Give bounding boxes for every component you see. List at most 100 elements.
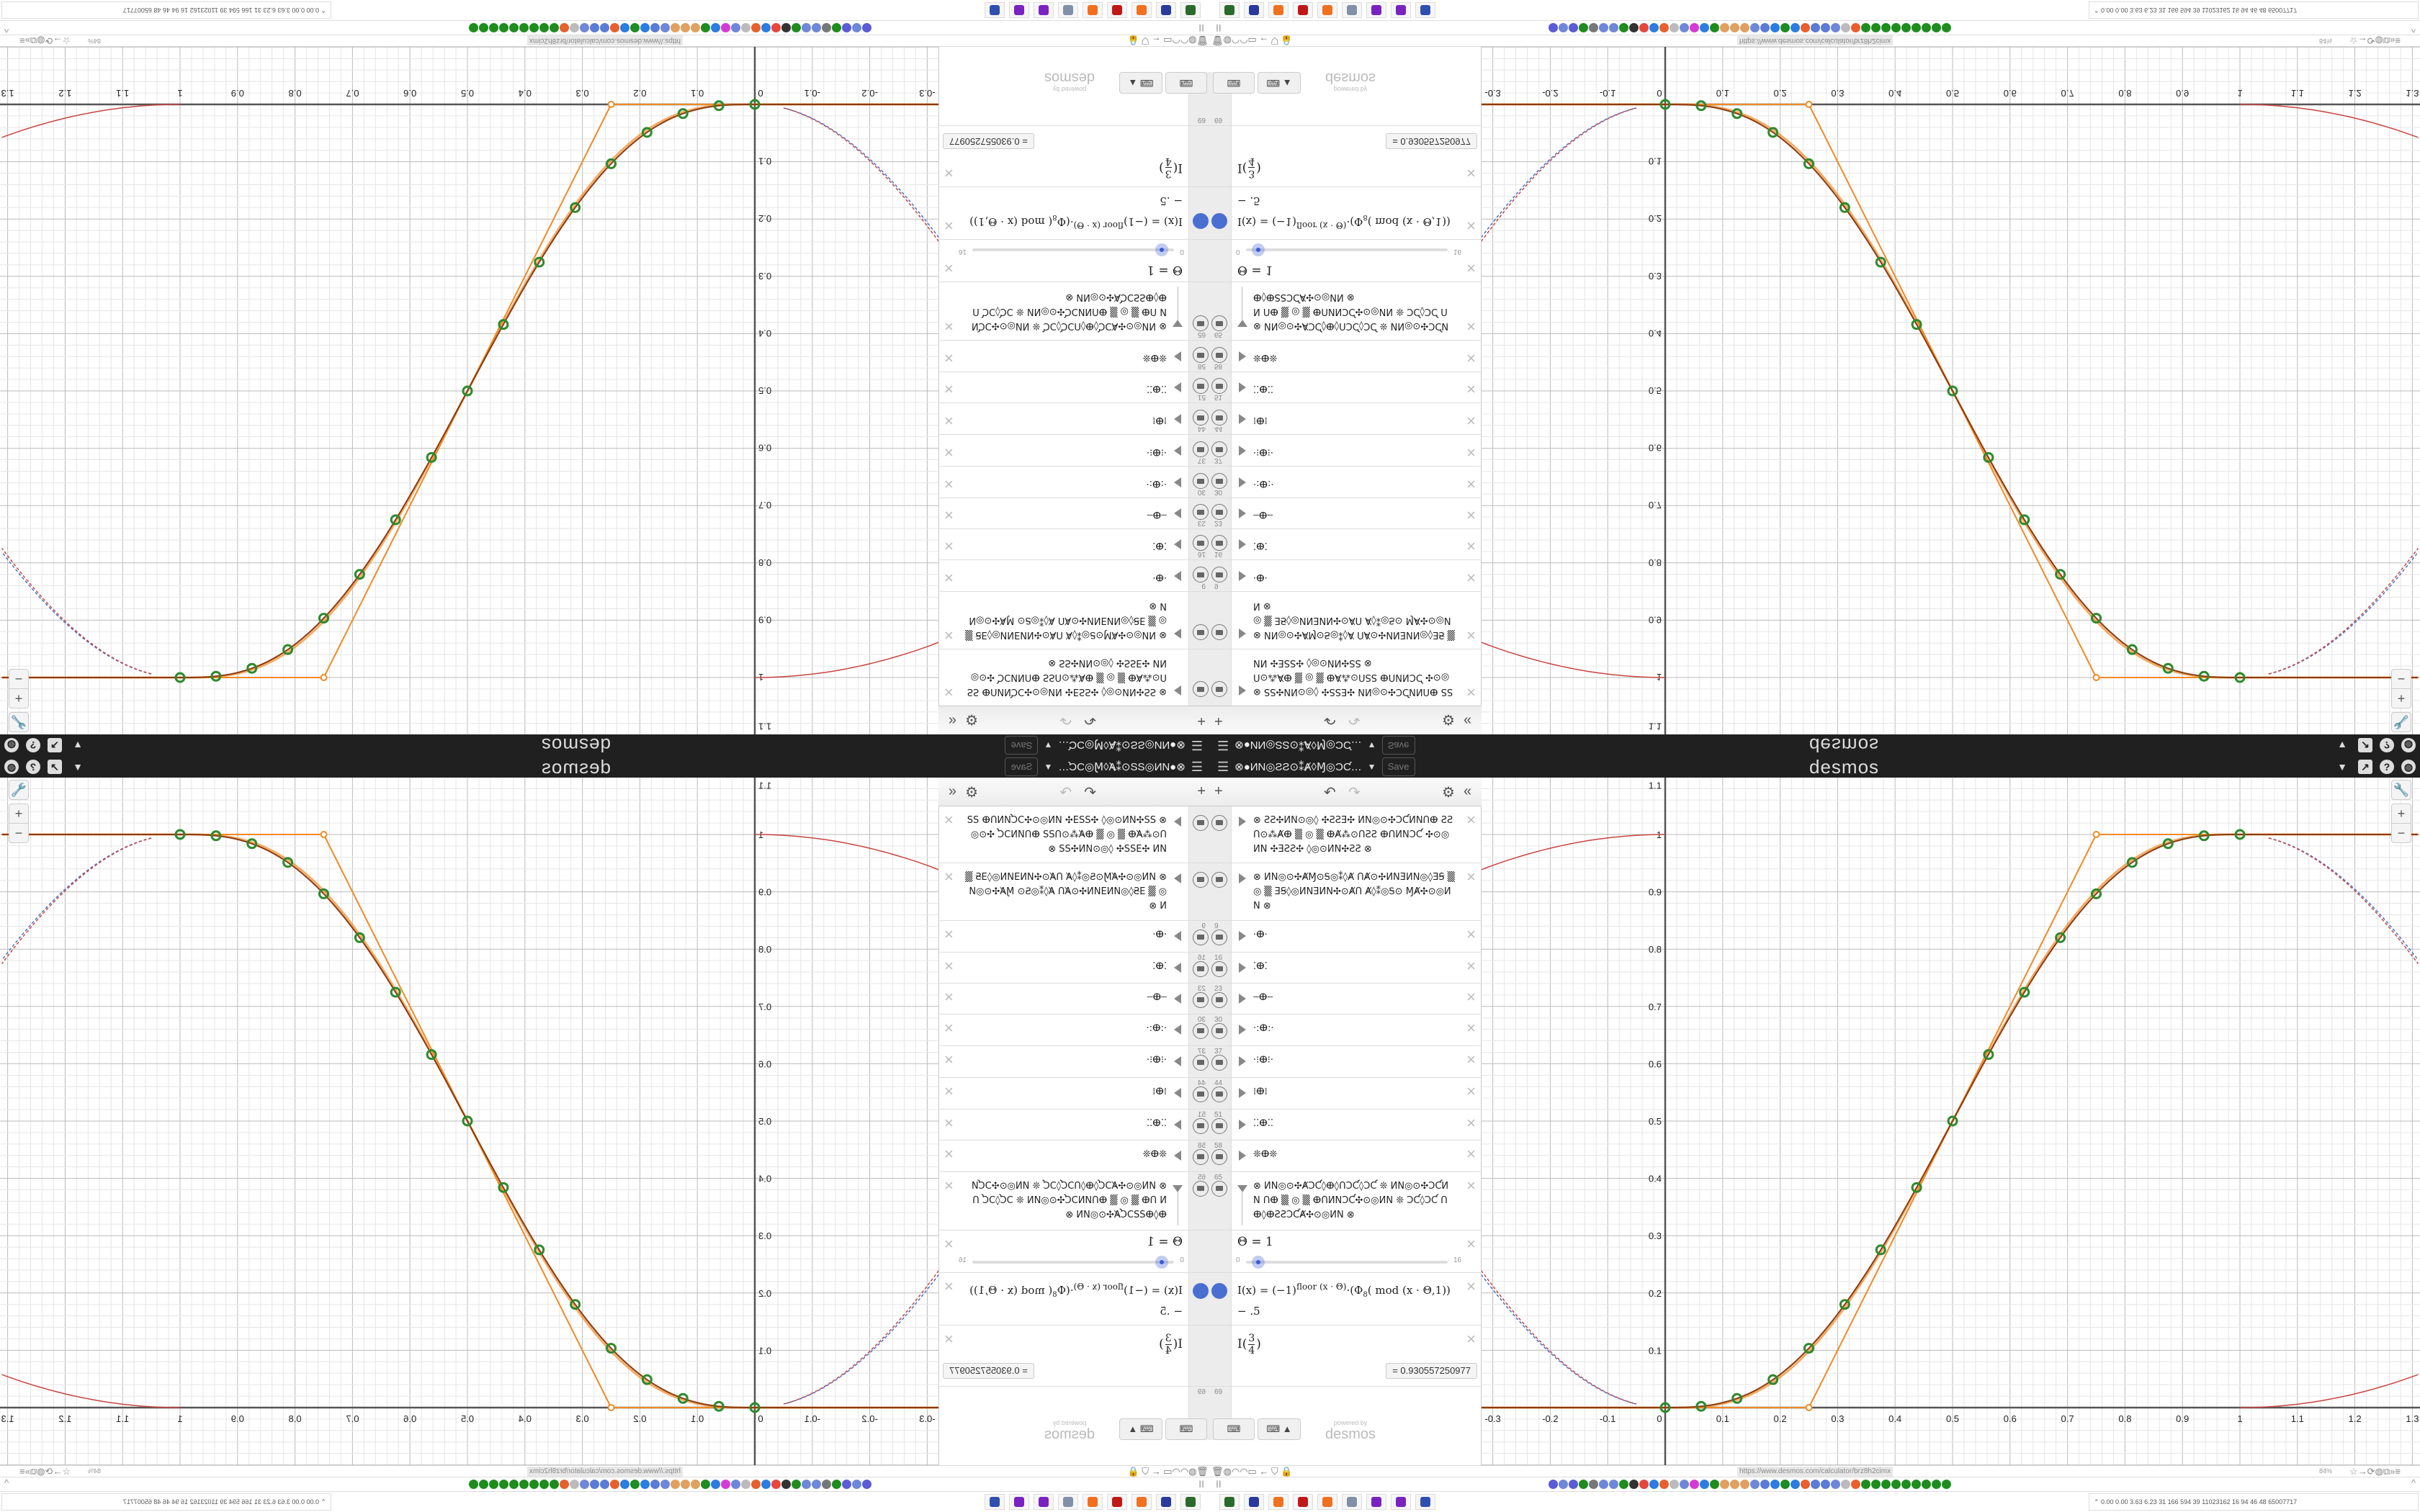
- expression-folder[interactable]: 23 ┄ⴲ┄ ×: [1210, 498, 1482, 528]
- function-row[interactable]: I(x) = (−1)floor (x · Θ)·(Φ8( mod (x · Θ…: [938, 186, 1210, 239]
- folder-icon[interactable]: [1193, 378, 1209, 394]
- bookmark-icon[interactable]: [781, 23, 791, 32]
- expression-folder[interactable]: 65 ⊗ ИN◎⊙✣ȺƆƇ◊ⴲ◊ՈƆƇ◊ƆƇ ❊ ИN◎⊙✣ƆƇИN Ոⴲ ▒ ◎…: [938, 282, 1210, 340]
- bookmark-icon[interactable]: [1932, 23, 1941, 32]
- folder-icon[interactable]: [1193, 872, 1209, 888]
- bookmark-icon[interactable]: [479, 23, 488, 32]
- bookmark-icon[interactable]: [1891, 1480, 1901, 1489]
- folder-icon[interactable]: [1193, 504, 1209, 520]
- delete-expression-icon[interactable]: ×: [944, 1277, 954, 1295]
- folder-icon[interactable]: [1193, 315, 1209, 331]
- bookmark-icon[interactable]: [751, 1480, 761, 1489]
- bookmark-icon[interactable]: [1659, 23, 1669, 32]
- delete-expression-icon[interactable]: ×: [1466, 380, 1476, 398]
- bookmark-icon[interactable]: [650, 1480, 660, 1489]
- firefox-icon[interactable]: [1083, 1494, 1103, 1510]
- floppy-64-icon[interactable]: [1244, 2, 1264, 18]
- folder-title[interactable]: ⁚⁚ⴲ⁚⁚: [1253, 1118, 1274, 1129]
- bookmark-icon[interactable]: [751, 23, 761, 32]
- bookmark-icon[interactable]: [560, 23, 569, 32]
- bookmark-icon[interactable]: [691, 1480, 700, 1489]
- bookmark-icon[interactable]: [1912, 1480, 1921, 1489]
- bookmark-icon[interactable]: [529, 23, 539, 32]
- bookmark-icon[interactable]: [1589, 23, 1598, 32]
- folder-icon[interactable]: [1193, 961, 1209, 977]
- bookmark-icon[interactable]: [1851, 23, 1860, 32]
- delete-expression-icon[interactable]: ×: [944, 1176, 954, 1194]
- pause-icon[interactable]: II: [1198, 22, 1204, 34]
- add-expression-button[interactable]: +: [1197, 713, 1206, 729]
- graph-color-icon[interactable]: [1211, 1283, 1227, 1299]
- bookmark-icon[interactable]: [1619, 23, 1628, 32]
- expression-folder[interactable]: 30 ·:ⴲ:· ×: [938, 466, 1210, 498]
- function-definition[interactable]: I(x) = (−1)floor (x · Θ)·(Φ8( mod (x · Θ…: [1237, 194, 1451, 230]
- folder-icon[interactable]: [1193, 1086, 1209, 1102]
- caret-right-icon[interactable]: [1174, 477, 1181, 487]
- settings-gear-icon[interactable]: ⚙: [1442, 711, 1455, 727]
- bookmark-icon[interactable]: [1922, 1480, 1931, 1489]
- function-definition[interactable]: I(x) = (−1)floor (x · Θ)·(Φ8( mod (x · Θ…: [1237, 1282, 1451, 1318]
- collapse-list-button[interactable]: «: [1464, 713, 1472, 729]
- bookmark-icon[interactable]: [640, 23, 650, 32]
- slider-max[interactable]: 16: [958, 248, 967, 256]
- caret-down-icon[interactable]: [1173, 1185, 1183, 1192]
- expression-folder[interactable]: 16 ⁚ⴲ⁚ ×: [938, 528, 1210, 559]
- folder-icon[interactable]: [1193, 930, 1209, 945]
- undo-button[interactable]: ↶: [1084, 711, 1096, 727]
- undo-button[interactable]: ↶: [1324, 711, 1336, 727]
- folder-icon[interactable]: [1211, 410, 1227, 426]
- zoom-level[interactable]: 84%: [2319, 37, 2333, 45]
- help-icon[interactable]: ?: [2380, 760, 2394, 774]
- caret-right-icon[interactable]: [1174, 931, 1181, 941]
- bookmark-icon[interactable]: [550, 23, 559, 32]
- bookmark-icon[interactable]: [1700, 23, 1709, 32]
- expression-folder[interactable]: 9 ·ⴲ· ×: [938, 559, 1210, 591]
- bookmark-icon[interactable]: [1811, 1480, 1820, 1489]
- graph-paper[interactable]: -0.3 -0.2 -0.1 0 0.1 0.2 0.3 0.4 0.5 0.6 0.7 0.8 0.9…: [1480, 776, 2420, 1466]
- bookmark-icon[interactable]: [1730, 23, 1739, 32]
- share-icon[interactable]: ↗: [2358, 738, 2372, 752]
- expression-folder[interactable]: 58 ❊ⴲ❊ ×: [938, 340, 1210, 372]
- help-icon[interactable]: ?: [26, 738, 40, 752]
- firefox-icon[interactable]: [1131, 1494, 1152, 1510]
- delete-expression-icon[interactable]: ×: [944, 537, 954, 555]
- wrench-icon[interactable]: 🔧: [9, 712, 29, 732]
- folder-icon[interactable]: [1211, 681, 1227, 697]
- function-row[interactable]: I(x) = (−1)floor (x · Θ)·(Φ8( mod (x · Θ…: [938, 1273, 1210, 1326]
- expression-folder[interactable]: 58 ❊ⴲ❊ ×: [1210, 1140, 1482, 1172]
- delete-expression-icon[interactable]: ×: [944, 259, 954, 277]
- folder-title[interactable]: ⊗ ƧƧ✣ИN⊙◎◊ ✣ƧƧƎ✣ ИN◎⊙✣ƆƇИNՈⴲ ƧƧՈ⊙⁂Ⱥⴲ ▒ ◎…: [1253, 815, 1453, 855]
- bookmark-icon[interactable]: [802, 1480, 811, 1489]
- function-definition[interactable]: I(x) = (−1)floor (x · Θ)·(Φ8( mod (x · Θ…: [969, 194, 1183, 230]
- bookmark-icon[interactable]: [1821, 23, 1830, 32]
- delete-expression-icon[interactable]: ×: [1466, 957, 1476, 975]
- folder-title[interactable]: ❊ⴲ❊: [1142, 1149, 1167, 1160]
- empty-expression-row[interactable]: 69: [1214, 1388, 1223, 1396]
- keyboard-toggle-button[interactable]: ⌨ ▲: [1258, 1418, 1301, 1440]
- delete-expression-icon[interactable]: ×: [944, 957, 954, 975]
- expression-folder[interactable]: 51 ⁚⁚ⴲ⁚⁚ ×: [938, 1110, 1210, 1140]
- expression-folder[interactable]: 44 ⁞ⴲ⁞ ×: [1210, 1078, 1482, 1110]
- caret-right-icon[interactable]: [1174, 1120, 1181, 1130]
- delete-expression-icon[interactable]: ×: [1466, 569, 1476, 587]
- delete-expression-icon[interactable]: ×: [944, 569, 954, 587]
- delete-expression-icon[interactable]: ×: [1466, 164, 1476, 182]
- bookmark-icon[interactable]: [509, 1480, 519, 1489]
- delete-expression-icon[interactable]: ×: [1466, 868, 1476, 886]
- folder-title[interactable]: ⁞ⴲ⁞: [1152, 415, 1167, 426]
- caret-right-icon[interactable]: [1239, 685, 1246, 696]
- expression-folder[interactable]: 30 ·:ⴲ:· ×: [938, 1014, 1210, 1046]
- bookmark-icon[interactable]: [1831, 1480, 1840, 1489]
- keyboard-toggle-button[interactable]: ⌨ ▲: [1258, 72, 1301, 94]
- folder-title[interactable]: ⁚ⴲ⁚: [1253, 961, 1268, 972]
- browser-left-tools[interactable]: 🗑◍◠◠▭ ← ⛉ 🔒: [1211, 35, 1293, 46]
- share-icon[interactable]: ↗: [48, 738, 62, 752]
- discord-icon[interactable]: [1034, 1494, 1054, 1510]
- hamburger-menu-icon[interactable]: ☰: [1191, 738, 1203, 753]
- bookmark-icon[interactable]: [1649, 23, 1659, 32]
- bookmark-icon[interactable]: [842, 1480, 851, 1489]
- bookmark-icon[interactable]: [741, 1480, 750, 1489]
- bookmark-icon[interactable]: [1891, 23, 1901, 32]
- bookmark-icon[interactable]: [1871, 23, 1881, 32]
- bookmark-icon[interactable]: [479, 1480, 488, 1489]
